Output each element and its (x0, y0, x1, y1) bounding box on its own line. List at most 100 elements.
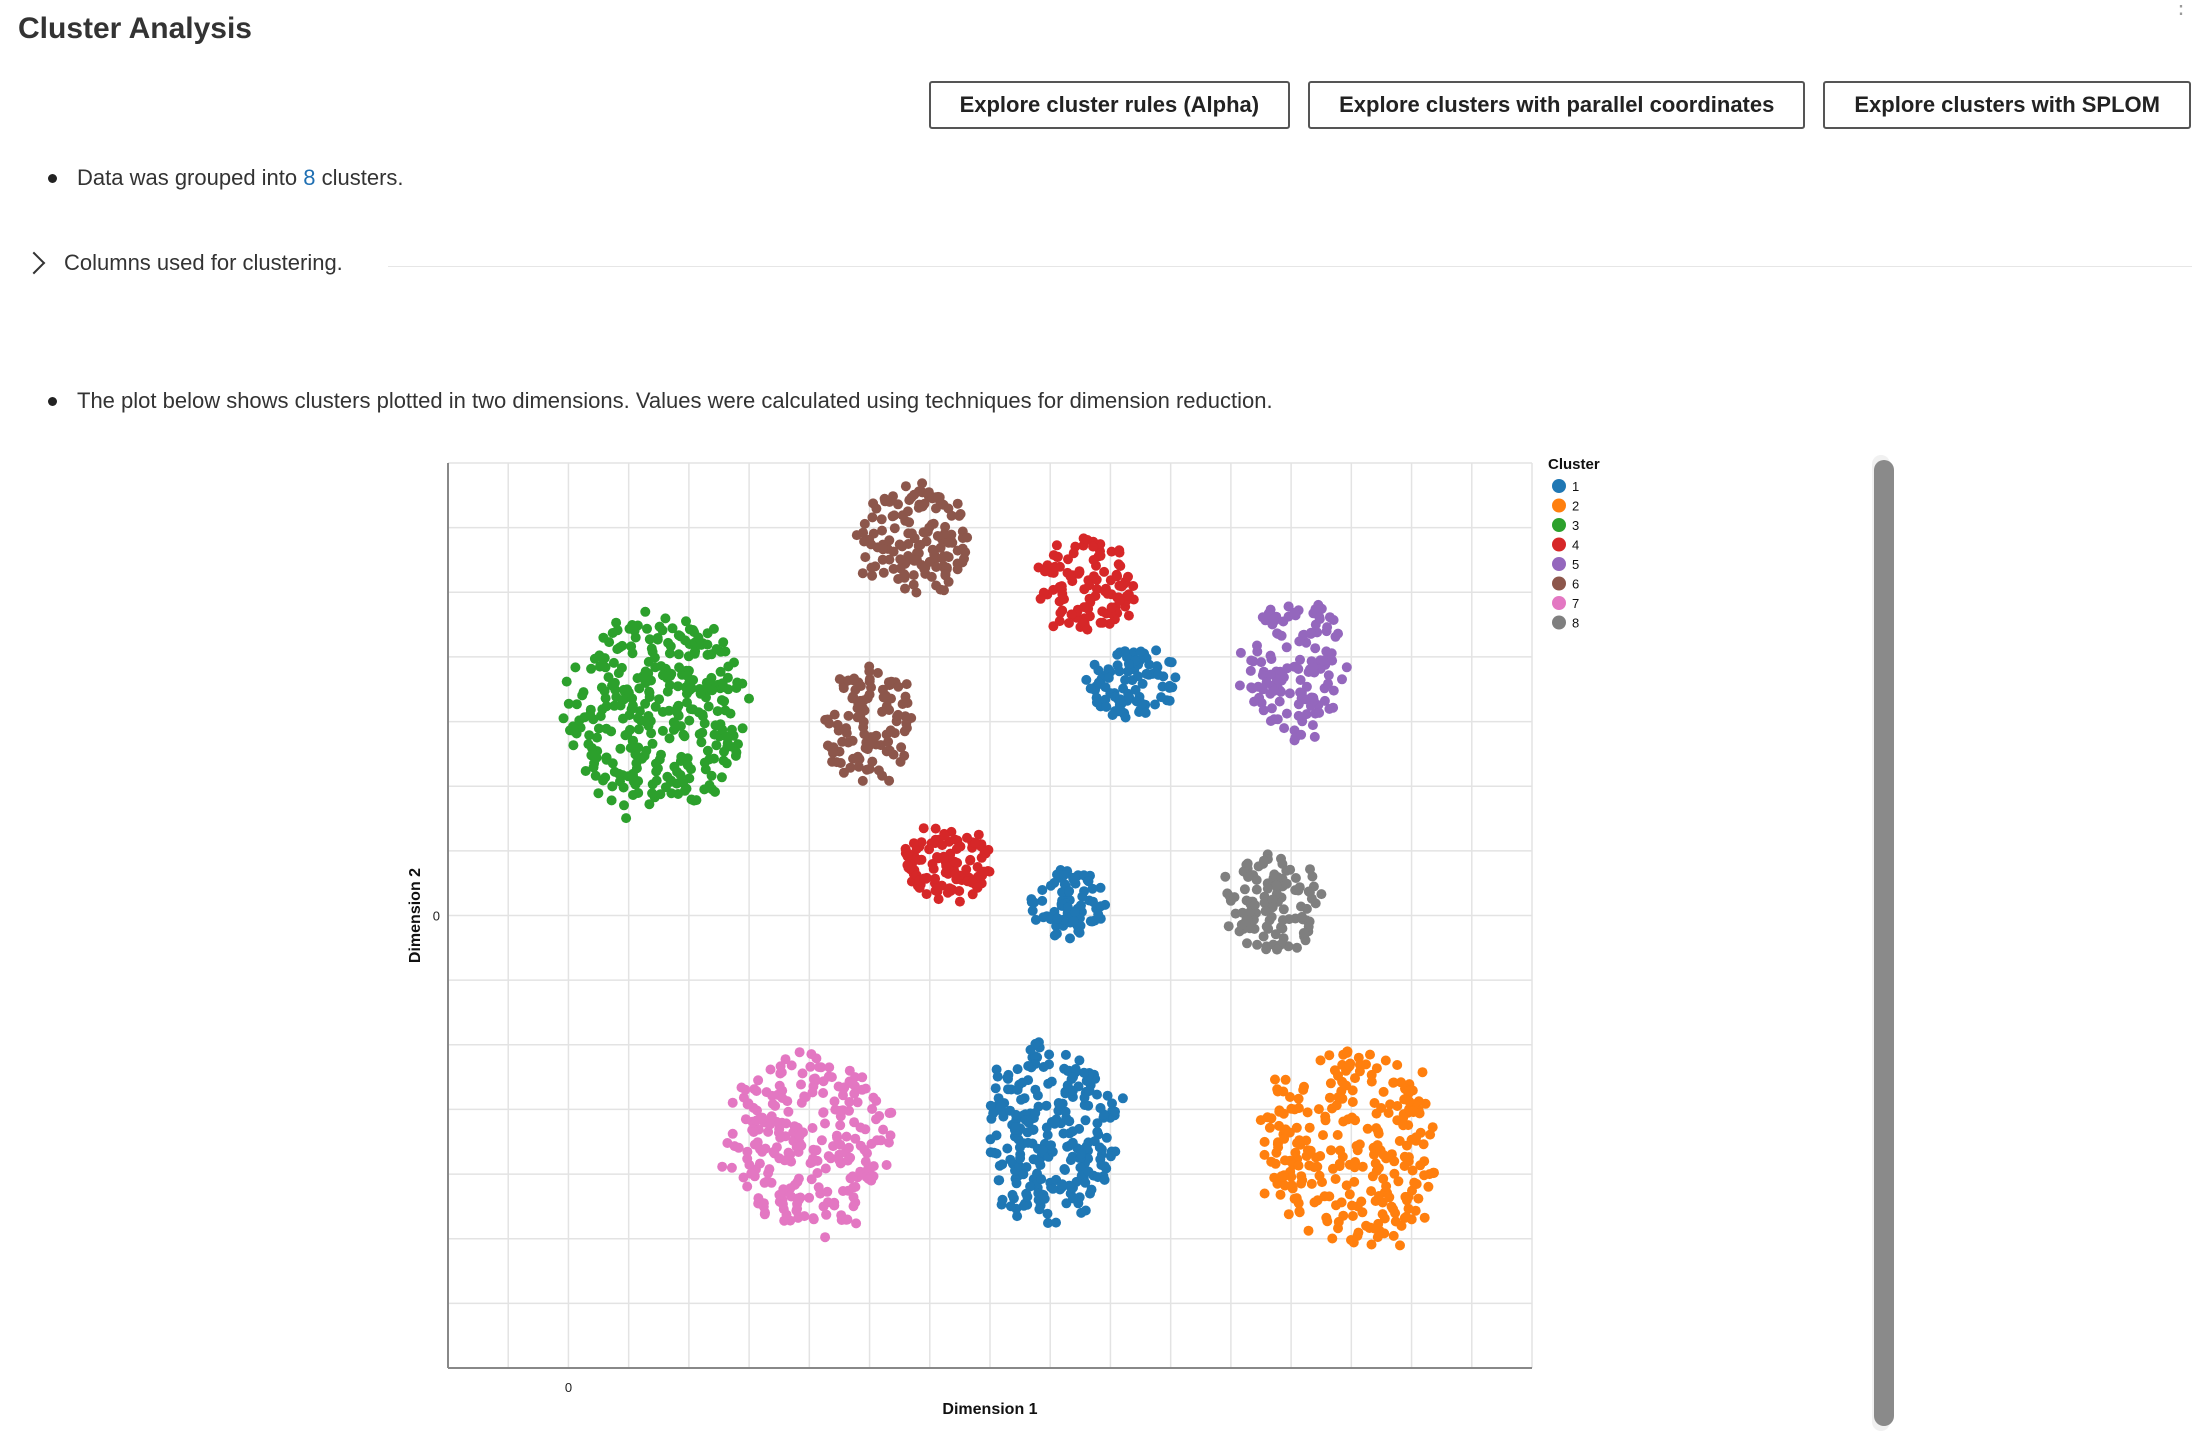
data-point-cluster-1 (1025, 1181, 1036, 1192)
data-point-cluster-7 (814, 1062, 825, 1073)
data-point-cluster-3 (654, 694, 665, 705)
data-point-cluster-4 (924, 844, 935, 855)
data-point-cluster-8 (1290, 873, 1301, 883)
data-point-cluster-2 (1347, 1097, 1358, 1107)
data-point-cluster-1 (1042, 1208, 1053, 1219)
cluster-count-summary: Data was grouped into 8 clusters. (48, 165, 404, 191)
data-point-cluster-3 (633, 742, 644, 753)
data-point-cluster-7 (740, 1084, 751, 1095)
data-point-cluster-3 (715, 719, 726, 730)
data-point-cluster-4 (942, 887, 953, 898)
data-point-cluster-6 (867, 570, 878, 581)
data-point-cluster-1 (1013, 1134, 1024, 1145)
legend-label-1: 1 (1572, 479, 1579, 494)
data-point-cluster-6 (935, 542, 946, 553)
explore-cluster-rules-button[interactable]: Explore cluster rules (Alpha) (928, 81, 1291, 129)
data-point-cluster-7 (769, 1148, 780, 1159)
data-point-cluster-7 (727, 1097, 738, 1108)
data-point-cluster-8 (1292, 942, 1302, 953)
data-point-cluster-1 (1003, 1084, 1013, 1095)
data-point-cluster-5 (1310, 643, 1321, 654)
data-point-cluster-6 (888, 546, 899, 557)
data-point-cluster-3 (570, 662, 581, 673)
data-point-cluster-2 (1401, 1211, 1412, 1222)
data-point-cluster-3 (598, 632, 609, 643)
data-point-cluster-1 (1150, 699, 1160, 710)
data-point-cluster-7 (796, 1079, 806, 1090)
data-point-cluster-5 (1284, 688, 1295, 699)
cluster-count-link[interactable]: 8 (303, 165, 316, 190)
data-point-cluster-7 (826, 1072, 837, 1083)
data-point-cluster-7 (811, 1145, 822, 1156)
data-point-cluster-1 (1069, 907, 1080, 917)
data-point-cluster-3 (694, 729, 705, 740)
data-point-cluster-4 (1128, 581, 1139, 591)
data-point-cluster-2 (1384, 1192, 1395, 1203)
data-point-cluster-3 (678, 777, 689, 788)
data-point-cluster-5 (1313, 599, 1324, 610)
data-point-cluster-2 (1393, 1176, 1404, 1187)
data-point-cluster-8 (1239, 884, 1250, 895)
data-point-cluster-3 (607, 758, 618, 769)
data-point-cluster-7 (816, 1135, 827, 1146)
data-point-cluster-2 (1419, 1170, 1430, 1181)
data-point-cluster-8 (1269, 869, 1280, 880)
data-point-cluster-1 (1049, 930, 1060, 941)
data-point-cluster-1 (1036, 1174, 1047, 1185)
data-point-cluster-2 (1335, 1145, 1346, 1156)
data-point-cluster-4 (902, 860, 913, 870)
data-point-cluster-3 (633, 788, 644, 798)
data-point-cluster-1 (996, 1101, 1007, 1111)
data-point-cluster-2 (1388, 1204, 1398, 1214)
data-point-cluster-2 (1294, 1206, 1305, 1217)
data-point-cluster-7 (797, 1068, 808, 1079)
data-point-cluster-4 (938, 852, 949, 863)
data-point-cluster-2 (1394, 1136, 1405, 1146)
data-point-cluster-2 (1264, 1122, 1275, 1133)
data-point-cluster-7 (866, 1138, 877, 1149)
data-point-cluster-7 (881, 1160, 892, 1170)
data-point-cluster-7 (818, 1201, 829, 1212)
data-point-cluster-2 (1369, 1223, 1380, 1234)
data-point-cluster-8 (1278, 904, 1289, 915)
data-point-cluster-2 (1309, 1162, 1320, 1173)
data-point-cluster-3 (711, 740, 722, 751)
data-point-cluster-6 (897, 510, 908, 521)
data-point-cluster-7 (777, 1199, 788, 1210)
data-point-cluster-6 (924, 522, 935, 533)
data-point-cluster-3 (630, 632, 641, 643)
data-point-cluster-8 (1281, 878, 1292, 889)
data-point-cluster-3 (634, 683, 645, 694)
legend-label-2: 2 (1572, 499, 1579, 514)
data-point-cluster-1 (1076, 1149, 1086, 1160)
data-point-cluster-7 (822, 1186, 833, 1197)
data-point-cluster-7 (754, 1114, 765, 1124)
data-point-cluster-5 (1279, 723, 1290, 734)
data-point-cluster-8 (1223, 921, 1234, 932)
scrollbar-thumb[interactable] (1874, 460, 1894, 1426)
data-point-cluster-4 (1097, 606, 1108, 617)
data-point-cluster-3 (657, 670, 668, 681)
data-point-cluster-2 (1275, 1189, 1286, 1200)
data-point-cluster-1 (1077, 891, 1088, 902)
data-point-cluster-2 (1415, 1160, 1426, 1171)
data-point-cluster-3 (709, 753, 719, 764)
data-point-cluster-6 (908, 579, 919, 590)
data-point-cluster-1 (1068, 1072, 1078, 1083)
data-point-cluster-1 (1064, 1116, 1075, 1127)
legend-swatch-3 (1552, 518, 1566, 532)
explore-parallel-coordinates-button[interactable]: Explore clusters with parallel coordinat… (1308, 81, 1806, 129)
data-point-cluster-6 (872, 668, 883, 678)
data-point-cluster-2 (1291, 1122, 1302, 1133)
data-point-cluster-5 (1245, 665, 1256, 676)
explore-splom-button[interactable]: Explore clusters with SPLOM (1823, 81, 2191, 129)
data-point-cluster-7 (763, 1168, 774, 1179)
data-point-cluster-3 (702, 649, 713, 660)
data-point-cluster-8 (1229, 892, 1240, 903)
columns-used-expander[interactable]: Columns used for clustering. (22, 250, 343, 276)
data-point-cluster-2 (1331, 1200, 1341, 1211)
more-options-icon[interactable]: ⋮ (2170, 0, 2192, 18)
data-point-cluster-2 (1349, 1162, 1360, 1173)
data-point-cluster-3 (611, 617, 622, 628)
data-point-cluster-5 (1282, 663, 1293, 674)
